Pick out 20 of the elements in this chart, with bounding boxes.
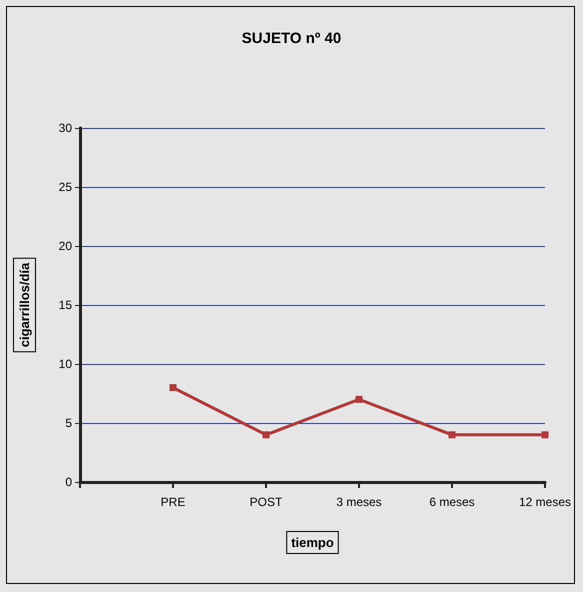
y-tick-label: 0 bbox=[65, 475, 72, 489]
x-tick-label: 12 meses bbox=[518, 495, 572, 509]
x-tick-label: PRE bbox=[160, 495, 186, 509]
point bbox=[170, 384, 176, 392]
x-tick-label: 3 meses bbox=[336, 495, 382, 509]
x-tick-label: POST bbox=[250, 495, 284, 509]
y-tick-label: 5 bbox=[65, 416, 72, 430]
y-tick-label: 20 bbox=[58, 239, 72, 253]
chart-title: SUJETO nº 40 bbox=[242, 30, 342, 47]
x-axis-title: tiempo bbox=[291, 535, 334, 550]
y-tick-label: 30 bbox=[58, 121, 72, 135]
point bbox=[448, 431, 456, 438]
point bbox=[356, 396, 362, 403]
y-axis-title: cigarrillos/día bbox=[17, 262, 32, 348]
y-tick-label: 10 bbox=[58, 357, 72, 371]
y-tick-label: 25 bbox=[58, 180, 72, 194]
point bbox=[262, 431, 270, 438]
x-tick-label: 6 meses bbox=[429, 495, 475, 509]
y-tick-label: 15 bbox=[58, 298, 72, 312]
point bbox=[542, 431, 548, 438]
